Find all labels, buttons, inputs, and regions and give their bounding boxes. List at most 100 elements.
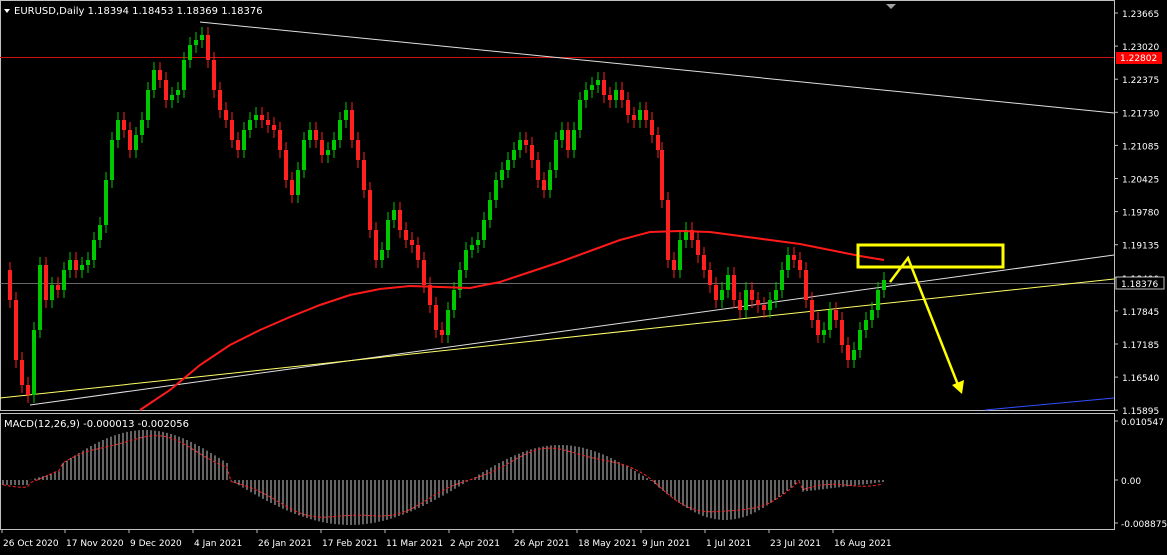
candle-body bbox=[218, 90, 222, 110]
candle-body bbox=[230, 120, 234, 140]
candle-body bbox=[596, 80, 600, 85]
candle-body bbox=[44, 265, 48, 300]
candle-body bbox=[128, 130, 132, 150]
candle-body bbox=[638, 110, 642, 120]
candle-body bbox=[822, 330, 826, 335]
candle-body bbox=[786, 255, 790, 270]
candle-body bbox=[762, 305, 766, 310]
time-tick-label: 17 Nov 2020 bbox=[66, 539, 124, 549]
candle-body bbox=[602, 80, 606, 95]
price-axis[interactable]: 1.23665 1.23020 1.22375 1.21730 1.21085 1.204… bbox=[1114, 10, 1159, 417]
candle-body bbox=[738, 300, 742, 310]
candle-body bbox=[404, 230, 408, 240]
main-pane-border bbox=[0, 0, 1115, 411]
candle-body bbox=[278, 130, 282, 150]
candle-body bbox=[530, 145, 534, 160]
candle-body bbox=[840, 320, 844, 345]
macd-tick-label: -0.008875 bbox=[1121, 520, 1167, 530]
candle-body bbox=[524, 140, 528, 145]
candle-body bbox=[410, 240, 414, 245]
candle-body bbox=[810, 300, 814, 320]
candle-body bbox=[428, 285, 432, 305]
candle-body bbox=[828, 310, 832, 330]
candle-body bbox=[578, 100, 582, 130]
current-price-label: 1.18376 bbox=[1121, 280, 1158, 290]
time-tick-label: 9 Jun 2021 bbox=[642, 539, 690, 549]
candle-body bbox=[140, 120, 144, 135]
candle-body bbox=[8, 270, 12, 300]
candle-body bbox=[846, 345, 850, 360]
candle-body bbox=[332, 140, 336, 150]
candle-body bbox=[666, 200, 670, 260]
candle-body bbox=[660, 150, 664, 200]
candle-body bbox=[98, 225, 102, 240]
candle-body bbox=[756, 300, 760, 305]
candle-body bbox=[14, 300, 18, 360]
candle-body bbox=[464, 250, 468, 270]
price-tick-label: 1.23020 bbox=[1122, 43, 1159, 53]
candle-body bbox=[416, 245, 420, 260]
candle-body bbox=[554, 140, 558, 170]
candle-body bbox=[104, 180, 108, 225]
yellow-trendline bbox=[0, 278, 1115, 399]
candle-body bbox=[398, 210, 402, 230]
candle-body bbox=[296, 170, 300, 195]
candle-body bbox=[774, 290, 778, 300]
candle-body bbox=[656, 135, 660, 150]
time-tick-label: 9 Dec 2020 bbox=[130, 539, 182, 549]
symbol-header: EURUSD,Daily 1.18394 1.18453 1.18369 1.1… bbox=[14, 6, 263, 17]
candle-body bbox=[458, 270, 462, 290]
shift-marker-icon[interactable] bbox=[886, 4, 896, 9]
resistance-price-label: 1.22802 bbox=[1120, 54, 1157, 64]
candle-body bbox=[236, 140, 240, 150]
candle-body bbox=[62, 270, 66, 290]
candle-body bbox=[572, 130, 576, 150]
candle-body bbox=[690, 230, 694, 240]
dropdown-triangle-icon[interactable] bbox=[4, 9, 10, 13]
candle-body bbox=[206, 35, 210, 60]
candle-body bbox=[110, 140, 114, 180]
time-axis[interactable]: 26 Oct 2020 17 Nov 2020 9 Dec 2020 4 Jan 20… bbox=[1, 529, 892, 549]
candle-body bbox=[792, 255, 796, 260]
resistance-price-tag bbox=[1116, 52, 1162, 64]
candle-body bbox=[170, 95, 174, 100]
candle-body bbox=[194, 40, 198, 45]
candle-body bbox=[852, 350, 856, 360]
candle-body bbox=[672, 260, 676, 270]
candle-body bbox=[344, 110, 348, 120]
candle-body bbox=[422, 260, 426, 285]
candle-body bbox=[272, 125, 276, 130]
candle-body bbox=[26, 385, 30, 395]
candle-body bbox=[590, 85, 594, 90]
candle-body bbox=[350, 110, 354, 140]
candle-body bbox=[780, 270, 784, 290]
candle-body bbox=[542, 180, 546, 190]
price-tick-label: 1.15895 bbox=[1122, 407, 1159, 417]
candle-body bbox=[182, 60, 186, 90]
candle-body bbox=[56, 285, 60, 290]
price-tick-label: 1.19135 bbox=[1122, 242, 1159, 252]
candle-body bbox=[440, 330, 444, 335]
price-tick-label: 1.19780 bbox=[1122, 209, 1159, 219]
price-tick-label: 1.21730 bbox=[1122, 109, 1159, 119]
candle-body bbox=[116, 120, 120, 140]
macd-histogram bbox=[2, 430, 884, 525]
candle-body bbox=[626, 100, 630, 115]
candle-body bbox=[732, 275, 736, 300]
time-tick-label: 17 Feb 2021 bbox=[322, 539, 378, 549]
candle-body bbox=[248, 120, 252, 130]
candle-body bbox=[74, 260, 78, 270]
candle-body bbox=[684, 230, 688, 240]
candle-body bbox=[260, 115, 264, 120]
macd-signal-line bbox=[2, 435, 884, 518]
candle-body bbox=[224, 110, 228, 120]
candle-body bbox=[152, 70, 156, 90]
candle-body bbox=[146, 90, 150, 120]
candle-body bbox=[644, 110, 648, 120]
candle-body bbox=[200, 35, 204, 40]
candle-body bbox=[632, 115, 636, 120]
candle-body bbox=[176, 90, 180, 95]
candle-body bbox=[320, 140, 324, 155]
candle-body bbox=[650, 120, 654, 135]
